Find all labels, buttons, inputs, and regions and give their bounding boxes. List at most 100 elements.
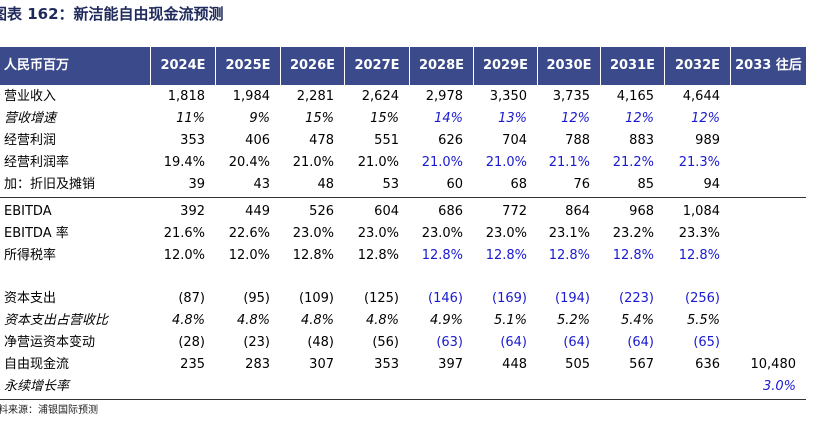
cell: 23.3% bbox=[678, 226, 720, 241]
cell: 4.9% bbox=[429, 313, 463, 328]
cell: (65) bbox=[693, 335, 720, 350]
cell: 636 bbox=[695, 357, 720, 372]
cell: 43 bbox=[253, 177, 270, 192]
cell: 505 bbox=[565, 357, 590, 372]
cell: 12% bbox=[625, 111, 654, 126]
cell: 20.4% bbox=[228, 155, 270, 170]
cell: 4,165 bbox=[616, 89, 654, 104]
cell: 3.0% bbox=[762, 379, 796, 394]
cell: (64) bbox=[627, 335, 654, 350]
source-note: 资料来源：浦银国际预测 bbox=[0, 405, 98, 416]
column-header: 2030E bbox=[537, 47, 600, 85]
cell: (63) bbox=[436, 335, 463, 350]
cell: 478 bbox=[309, 133, 334, 148]
row-label: 资本支出 bbox=[4, 291, 57, 306]
cell: 12.8% bbox=[485, 248, 527, 263]
cell: 23.1% bbox=[548, 226, 590, 241]
cell: 4,644 bbox=[682, 89, 720, 104]
cell: 48 bbox=[317, 177, 334, 192]
column-header: 2025E bbox=[215, 47, 280, 85]
cell: 772 bbox=[502, 204, 527, 219]
cell: 567 bbox=[629, 357, 654, 372]
cell: 15% bbox=[305, 111, 334, 126]
cell: 21.1% bbox=[548, 155, 590, 170]
cell: 353 bbox=[374, 357, 399, 372]
cell: 397 bbox=[438, 357, 463, 372]
column-header: 2026E bbox=[280, 47, 344, 85]
cell: 15% bbox=[370, 111, 399, 126]
cell: 353 bbox=[180, 133, 205, 148]
cell: 704 bbox=[502, 133, 527, 148]
cell: (169) bbox=[492, 291, 527, 306]
cell: 307 bbox=[309, 357, 334, 372]
row-label: 经营利润率 bbox=[4, 155, 70, 170]
cell: (146) bbox=[428, 291, 463, 306]
cell: 883 bbox=[629, 133, 654, 148]
cell: 23.0% bbox=[292, 226, 334, 241]
cell: 10,480 bbox=[750, 357, 797, 372]
cell: 23.0% bbox=[421, 226, 463, 241]
cell: (87) bbox=[178, 291, 205, 306]
column-header: 2029E bbox=[473, 47, 537, 85]
cell: 12.8% bbox=[548, 248, 590, 263]
row-label: 营业收入 bbox=[4, 89, 57, 104]
cell: 21.0% bbox=[485, 155, 527, 170]
cell: 12% bbox=[561, 111, 590, 126]
cell: 12% bbox=[691, 111, 720, 126]
cell: 13% bbox=[498, 111, 527, 126]
cell: (48) bbox=[307, 335, 334, 350]
row-label: 加：折旧及摊销 bbox=[4, 177, 96, 192]
cell: 283 bbox=[245, 357, 270, 372]
cell: 526 bbox=[309, 204, 334, 219]
cell: 76 bbox=[573, 177, 590, 192]
row-label: 永续增长率 bbox=[4, 379, 70, 394]
cell: 21.0% bbox=[421, 155, 463, 170]
cell: 12.0% bbox=[163, 248, 205, 263]
cell: 60 bbox=[446, 177, 463, 192]
cell: 448 bbox=[502, 357, 527, 372]
cell: 12.8% bbox=[292, 248, 334, 263]
cell: 5.2% bbox=[556, 313, 590, 328]
cell: 94 bbox=[703, 177, 720, 192]
cell: 788 bbox=[565, 133, 590, 148]
cell: 11% bbox=[176, 111, 205, 126]
cell: (64) bbox=[563, 335, 590, 350]
divider bbox=[0, 399, 806, 400]
cell: (256) bbox=[685, 291, 720, 306]
row-label: 经营利润 bbox=[4, 133, 57, 148]
cell: 989 bbox=[695, 133, 720, 148]
cell: 449 bbox=[245, 204, 270, 219]
cell: 12.8% bbox=[357, 248, 399, 263]
row-label: EBITDA bbox=[4, 204, 52, 219]
cell: 5.4% bbox=[620, 313, 654, 328]
cell: 392 bbox=[180, 204, 205, 219]
cell: 21.0% bbox=[292, 155, 334, 170]
column-header: 2024E bbox=[150, 47, 215, 85]
cell: 12.8% bbox=[421, 248, 463, 263]
cell: 23.0% bbox=[485, 226, 527, 241]
column-header: 2027E bbox=[344, 47, 409, 85]
cell: (64) bbox=[500, 335, 527, 350]
cell: 12.8% bbox=[612, 248, 654, 263]
row-label: 所得税率 bbox=[4, 248, 57, 263]
column-header: 2032E bbox=[664, 47, 730, 85]
cell: 21.3% bbox=[678, 155, 720, 170]
cell: 21.0% bbox=[357, 155, 399, 170]
cell: 4.8% bbox=[300, 313, 334, 328]
cell: 12.0% bbox=[228, 248, 270, 263]
cell: (56) bbox=[372, 335, 399, 350]
cell: (194) bbox=[555, 291, 590, 306]
cell: 968 bbox=[629, 204, 654, 219]
cell: 39 bbox=[188, 177, 205, 192]
cell: (28) bbox=[178, 335, 205, 350]
cell: (95) bbox=[243, 291, 270, 306]
cell: (109) bbox=[299, 291, 334, 306]
cell: 406 bbox=[245, 133, 270, 148]
row-label: 自由现金流 bbox=[4, 357, 70, 372]
title: 图表 162：新洁能自由现金流预测 bbox=[0, 5, 224, 23]
cell: 864 bbox=[565, 204, 590, 219]
row-label: EBITDA 率 bbox=[4, 226, 69, 241]
cell: 53 bbox=[382, 177, 399, 192]
row-label: 资本支出占营收比 bbox=[4, 313, 109, 328]
